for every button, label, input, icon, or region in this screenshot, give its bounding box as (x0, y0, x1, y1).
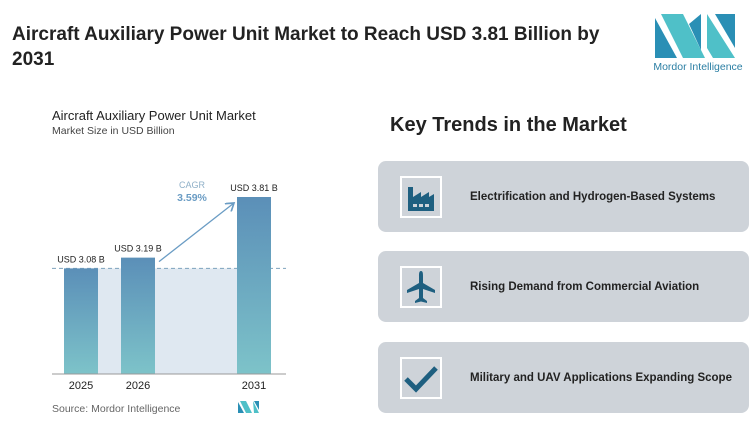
trend-card-military-uav: Military and UAV Applications Expanding … (378, 342, 749, 413)
small-logo-icon (238, 401, 259, 413)
bar-2026 (121, 257, 155, 374)
data-label: USD 3.08 B (57, 254, 105, 264)
data-label: USD 3.19 B (114, 244, 162, 254)
chart-subtitle: Market Size in USD Billion (52, 125, 175, 137)
bar-2031 (237, 197, 271, 374)
checkmark-icon (400, 357, 442, 399)
x-tick-label: 2025 (69, 380, 93, 392)
trends-heading: Key Trends in the Market (390, 114, 627, 136)
source-note: Source: Mordor Intelligence (52, 403, 181, 415)
airplane-icon (400, 266, 442, 308)
bar-2025 (64, 268, 98, 374)
mordor-logo (655, 14, 735, 58)
page-title: Aircraft Auxiliary Power Unit Market to … (12, 24, 600, 70)
data-label: USD 3.81 B (230, 183, 278, 193)
trend-card-electrification: Electrification and Hydrogen-Based Syste… (378, 161, 749, 232)
trend-label: Rising Demand from Commercial Aviation (470, 280, 700, 293)
x-tick-label: 2031 (242, 380, 266, 392)
bar-chart: USD 3.08 B 2025 USD 3.19 B 2026 USD 3.81 B 20… (52, 180, 286, 392)
cagr-value: 3.59% (177, 192, 207, 204)
cagr-label: CAGR (179, 180, 206, 190)
brand-name: Mordor Intelligence (653, 61, 743, 73)
trend-label: Electrification and Hydrogen-Based Syste… (470, 190, 716, 203)
factory-icon (400, 176, 442, 218)
trend-label: Military and UAV Applications Expanding … (470, 371, 732, 384)
trend-card-commercial-aviation: Rising Demand from Commercial Aviation (378, 251, 749, 322)
cagr-arrow (158, 203, 234, 263)
chart-title: Aircraft Auxiliary Power Unit Market (52, 108, 256, 123)
x-tick-label: 2026 (126, 380, 150, 392)
shaded-region (98, 268, 237, 374)
